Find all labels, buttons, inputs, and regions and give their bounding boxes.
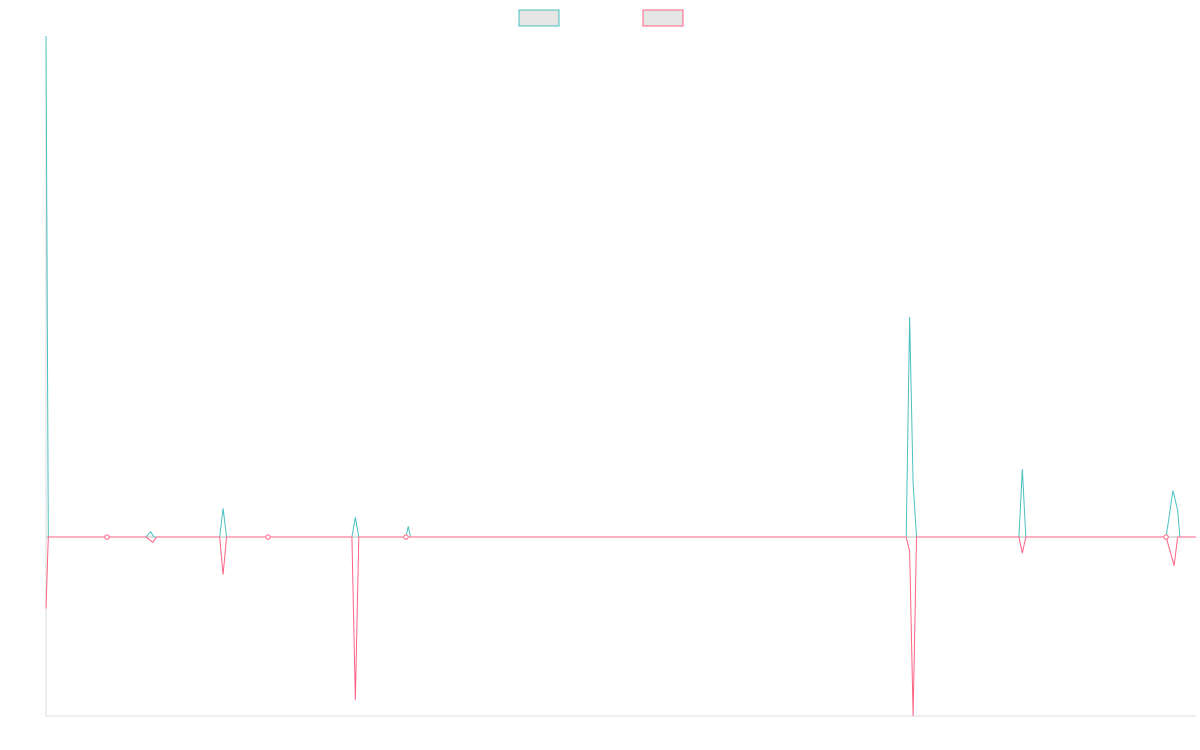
- legend: [518, 9, 684, 27]
- data-marker-4: [1163, 534, 1169, 540]
- legend-swatch-series-2[interactable]: [642, 9, 684, 27]
- series-layer: [45, 35, 1196, 717]
- series-line-1: [45, 35, 1196, 538]
- data-marker-1: [104, 534, 110, 540]
- data-marker-2: [265, 534, 271, 540]
- marker-layer: [104, 534, 1169, 540]
- series-line-2: [45, 536, 1196, 717]
- data-marker-3: [403, 534, 409, 540]
- legend-swatch-series-1[interactable]: [518, 9, 560, 27]
